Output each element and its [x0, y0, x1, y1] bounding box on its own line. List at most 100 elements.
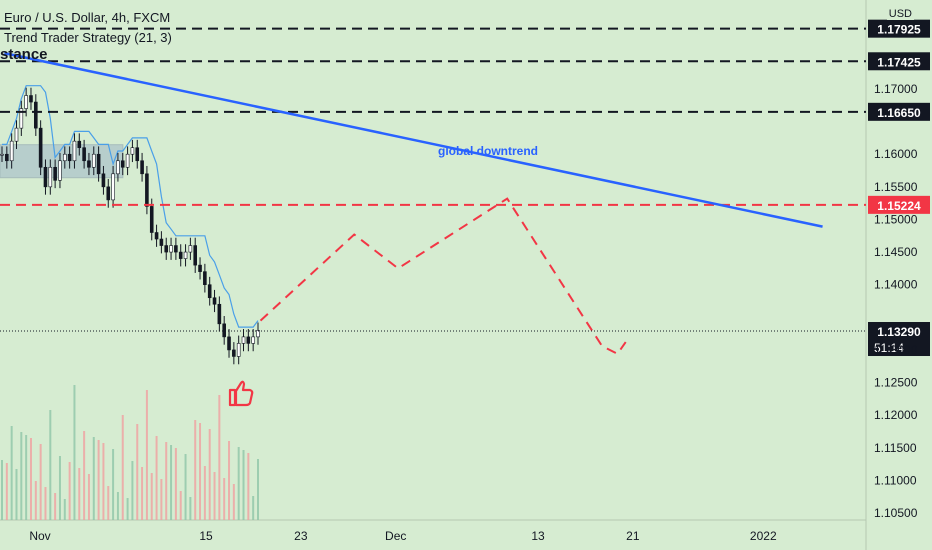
volume-bar: [49, 410, 52, 520]
candle-body: [96, 153, 101, 175]
candle-body: [125, 153, 130, 168]
currency-label: USD: [886, 8, 914, 20]
volume-bar: [73, 385, 76, 520]
candle-body: [178, 251, 183, 259]
volume-bar: [160, 479, 163, 520]
candle-body: [77, 140, 82, 149]
time-tick: 2022: [750, 529, 777, 543]
volume-bar: [63, 499, 66, 520]
volume-bar: [174, 448, 177, 520]
candle-body: [145, 173, 149, 207]
candle-body: [48, 166, 53, 188]
volume-bar: [170, 445, 173, 520]
candle-body: [236, 343, 241, 357]
candle-body: [34, 101, 38, 129]
candle-body: [193, 245, 198, 266]
volume-bar: [39, 444, 42, 520]
candle-body: [227, 336, 231, 351]
resistance-label-partial: stance: [0, 46, 48, 63]
price-tick: 1.15500: [874, 180, 918, 194]
volume-bar: [34, 481, 37, 520]
candle-body: [120, 160, 125, 168]
candle-body: [91, 153, 96, 168]
volume-bar: [252, 496, 255, 520]
candle-body: [198, 264, 202, 272]
volume-bar: [92, 437, 95, 520]
level-label-1: 1.17425: [877, 55, 921, 69]
candle-body: [232, 349, 236, 357]
volume-bar: [97, 440, 100, 520]
volume-bar: [15, 469, 18, 520]
volume-bar: [179, 491, 182, 520]
volume-bar: [58, 456, 61, 520]
volume-bar: [131, 461, 134, 520]
volume-bar: [247, 453, 250, 520]
candle-body: [149, 206, 154, 233]
candle-body: [203, 271, 207, 285]
price-tick: 1.13000: [874, 343, 918, 357]
volume-bar: [68, 462, 71, 520]
volume-bar: [29, 438, 32, 520]
projection-path[interactable]: [259, 197, 627, 356]
volume-bar: [223, 478, 226, 520]
level-label-2: 1.16650: [877, 106, 921, 120]
price-tick: 1.15000: [874, 212, 918, 226]
volume-bar: [145, 390, 148, 520]
candle-body: [164, 245, 169, 253]
level-label-0: 1.17925: [877, 23, 921, 37]
price-tick: 1.11000: [874, 473, 917, 487]
level-label-bg-3: [868, 195, 930, 214]
countdown-label: 51:14: [874, 341, 904, 355]
volume-bar: [237, 447, 240, 520]
volume-bar: [126, 498, 129, 520]
candle-body: [174, 245, 178, 253]
candle-body: [9, 140, 14, 162]
time-tick: 13: [531, 529, 545, 543]
candle-body: [256, 330, 260, 338]
current-price-label: 1.13290: [877, 325, 921, 339]
candle-body: [222, 323, 226, 338]
volume-bar: [10, 426, 13, 520]
candle-body: [246, 336, 251, 344]
candle-body: [87, 160, 91, 168]
volume-bar: [242, 450, 245, 520]
volume-bar: [83, 431, 86, 520]
volume-bar: [165, 442, 168, 520]
time-tick: Dec: [385, 529, 406, 543]
candle-body: [101, 173, 106, 188]
thumbs-up-icon: [228, 380, 254, 407]
current-price-label-bg: [868, 322, 930, 357]
candle-body: [0, 153, 4, 156]
candle-body: [183, 251, 188, 259]
symbol-title[interactable]: Euro / U.S. Dollar, 4h, FXCM: [4, 10, 171, 25]
volume-bar: [208, 429, 211, 520]
volume-bar: [87, 474, 90, 520]
volume-bar: [44, 487, 47, 520]
global-downtrend-line[interactable]: [4, 51, 823, 228]
candle-body: [82, 147, 86, 162]
time-tick: 15: [199, 529, 213, 543]
level-label-3: 1.15224: [877, 199, 921, 213]
volume-bar: [257, 459, 259, 520]
volume-bar: [102, 443, 105, 520]
candle-body: [207, 284, 212, 299]
volume-bar: [20, 432, 23, 520]
price-tick: 1.10500: [874, 506, 918, 520]
level-label-bg-0: [868, 19, 930, 38]
volume-bar: [141, 467, 144, 520]
candle-body: [130, 147, 135, 155]
volume-bar: [218, 395, 221, 520]
price-tick: 1.14000: [874, 278, 918, 292]
candle-body: [106, 186, 111, 201]
candle-body: [241, 336, 246, 344]
candle-body: [159, 238, 164, 246]
volume-bar: [184, 454, 187, 520]
indicator-line: [2, 85, 259, 328]
indicator-title[interactable]: Trend Trader Strategy (21, 3): [4, 30, 172, 45]
volume-bar: [194, 420, 197, 520]
volume-bar: [232, 484, 235, 520]
candle-body: [19, 108, 24, 129]
volume-bar: [228, 441, 231, 520]
price-tick: 1.11500: [874, 441, 917, 455]
